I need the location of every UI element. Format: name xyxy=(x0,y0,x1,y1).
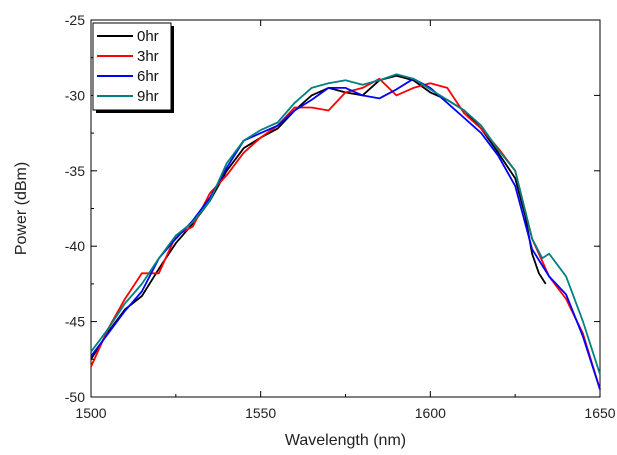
legend-label-9hr: 9hr xyxy=(137,88,159,105)
y-tick-label: -40 xyxy=(65,238,85,254)
series-line-9hr xyxy=(90,73,601,375)
x-tick-label: 1650 xyxy=(584,405,615,421)
axes-layer: 1500 1550 1600 1650 -50 -45 -40 -35 -30 -25 xyxy=(65,12,616,421)
x-axis-title: Wavelength (nm) xyxy=(285,432,406,449)
series-line-0hr xyxy=(90,74,547,360)
series-layer xyxy=(90,73,601,390)
x-tick-label: 1500 xyxy=(75,405,106,421)
legend-label-3hr: 3hr xyxy=(137,48,159,65)
series-line-6hr xyxy=(90,77,601,390)
x-tick-label: 1550 xyxy=(245,405,276,421)
y-tick-label: -35 xyxy=(65,163,85,179)
legend-label-0hr: 0hr xyxy=(137,28,159,45)
series-line-3hr xyxy=(90,77,601,390)
y-tick-label: -45 xyxy=(65,314,85,330)
x-tick-label: 1600 xyxy=(415,405,446,421)
legend: 0hr 3hr 6hr 9hr xyxy=(92,22,174,113)
y-tick-label: -30 xyxy=(65,87,85,103)
legend-label-6hr: 6hr xyxy=(137,68,159,85)
y-tick-label: -25 xyxy=(65,12,85,28)
y-axis-title: Power (dBm) xyxy=(13,162,30,255)
y-tick-label: -50 xyxy=(65,389,85,405)
